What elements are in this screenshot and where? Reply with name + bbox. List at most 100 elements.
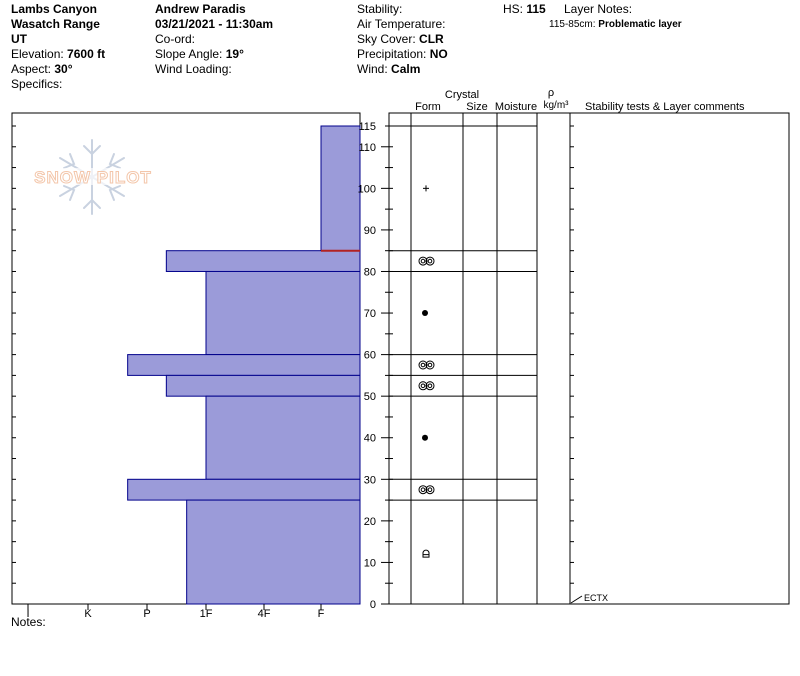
aspect-label: Aspect: <box>11 62 52 76</box>
hardness-label-4F: 4F <box>258 608 271 620</box>
melt-form-icon-right-inner <box>427 383 433 389</box>
observation-datetime: 03/21/2021 - 11:30am <box>155 17 274 31</box>
aspect-value: 30° <box>54 62 73 76</box>
location-name: Lambs Canyon <box>11 2 98 16</box>
header-location-block: Lambs Canyon Wasatch Range UT Elevation:… <box>11 2 105 92</box>
stability-label: Stability: <box>357 2 403 16</box>
melt-form-icon-right <box>425 360 435 370</box>
height-label-0: 0 <box>370 599 376 611</box>
grain-form-+-0 <box>423 185 429 192</box>
grain-form-melt-forms-6 <box>418 485 435 495</box>
hardness-layers <box>127 125 361 605</box>
elevation-row: Elevation: 7600 ft <box>11 47 105 62</box>
height-label-115: 115 <box>358 121 376 133</box>
elevation-value: 7600 ft <box>67 47 106 61</box>
ectx-label: ECTX <box>584 593 608 603</box>
rounded-grain-icon <box>422 434 428 441</box>
melt-form-icon-left <box>418 381 428 391</box>
height-label-10: 10 <box>364 557 376 569</box>
elevation-label: Elevation: <box>11 47 64 61</box>
grain-form-rounded-5 <box>422 434 428 441</box>
layer-notes-label: Layer Notes: <box>564 2 633 16</box>
melt-form-icon-left-inner <box>420 487 426 492</box>
slope-row: Slope Angle: 19° <box>155 47 273 62</box>
hs-row: HS: 115 <box>503 2 546 17</box>
layer-note-range: 115-85cm: <box>549 19 596 30</box>
layer-bar-4 <box>165 374 361 397</box>
sky-value: CLR <box>419 32 444 46</box>
wind-loading-label: Wind Loading: <box>155 62 232 76</box>
observer-name: Andrew Paradis <box>155 2 246 16</box>
precip-value: NO <box>429 47 448 61</box>
layer-bar-3 <box>127 354 361 376</box>
left-height-ticks <box>12 125 16 605</box>
aspect-row: Aspect: 30° <box>11 62 105 77</box>
coord-label: Co-ord: <box>155 32 196 46</box>
height-scale: 0 10 20 30 40 50 60 70 80 90 100 110 115 <box>358 113 390 611</box>
air-temp-label: Air Temperature: <box>357 17 446 31</box>
grain-form-rounded-2 <box>422 310 428 317</box>
range-name: Wasatch Range <box>11 17 100 31</box>
height-label-80: 80 <box>364 266 376 278</box>
layer-note: 115-85cm: Problematic layer <box>549 17 682 32</box>
wind-label: Wind: <box>357 62 388 76</box>
facet-grain-icon <box>422 549 430 558</box>
layer-bar-2 <box>205 270 361 356</box>
height-label-30: 30 <box>364 474 376 486</box>
wind-value: Calm <box>391 62 421 76</box>
height-label-70: 70 <box>364 308 376 320</box>
precip-label: Precipitation: <box>357 47 427 61</box>
slope-value: 19° <box>225 47 244 61</box>
sky-row: Sky Cover: CLR <box>357 32 448 47</box>
logo-text: SNOW PILOT <box>34 168 152 187</box>
notes-label: Notes: <box>11 615 46 629</box>
melt-form-icon-left-inner <box>420 258 426 264</box>
precip-row: Precipitation: NO <box>357 47 448 62</box>
height-label-90: 90 <box>364 225 376 237</box>
melt-form-icon-left-inner <box>420 362 426 368</box>
density-ticks <box>389 125 574 605</box>
melt-form-icon-right-inner <box>427 258 433 264</box>
layer-bar-5 <box>205 395 361 480</box>
hardness-label-K: K <box>84 608 92 620</box>
height-label-100: 100 <box>358 183 376 195</box>
melt-form-icon-right-inner <box>427 362 433 368</box>
height-label-50: 50 <box>364 391 376 403</box>
hs-label: HS: <box>503 2 524 16</box>
grain-form-melt-forms-1 <box>418 256 435 266</box>
hardness-label-F: F <box>318 608 325 620</box>
grain-form-symbols <box>418 185 435 558</box>
melt-form-icon-right <box>425 485 435 495</box>
sky-label: Sky Cover: <box>357 32 416 46</box>
hardness-label-P: P <box>143 608 150 620</box>
slope-label: Slope Angle: <box>155 47 223 61</box>
melt-form-icon-right <box>425 381 435 391</box>
stability-comments-header: Stability tests & Layer comments <box>585 101 745 113</box>
size-header: Size <box>466 101 487 113</box>
form-header: Form <box>415 101 441 113</box>
grain-form-melt-forms-3 <box>418 360 435 370</box>
rho-header: ρ <box>548 87 554 99</box>
melt-form-icon-right-inner <box>427 487 433 492</box>
height-label-40: 40 <box>364 433 376 445</box>
state-name: UT <box>11 32 27 46</box>
height-label-110: 110 <box>358 142 376 154</box>
melt-form-icon-left <box>418 256 428 266</box>
ectx-annotation: ECTX <box>570 593 608 604</box>
hardness-label-I: I <box>26 608 29 620</box>
hardness-axis: I K P 1F 4F F <box>26 604 325 620</box>
rounded-grain-icon <box>422 310 428 317</box>
grain-form-melt-forms-4 <box>418 381 435 391</box>
crystal-header: Crystal <box>445 89 479 101</box>
hardness-label-1F: 1F <box>200 608 213 620</box>
melt-form-icon-left <box>418 485 428 495</box>
header-observer-block: Andrew Paradis 03/21/2021 - 11:30am Co-o… <box>155 2 273 77</box>
height-label-60: 60 <box>364 350 376 362</box>
layer-note-text: Problematic layer <box>598 19 682 30</box>
wind-row: Wind: Calm <box>357 62 448 77</box>
density-unit-header: kg/m³ <box>544 100 570 111</box>
grain-form-facets-7 <box>422 549 430 558</box>
layer-bar-1 <box>165 250 361 272</box>
hs-value: 115 <box>526 2 546 16</box>
header-conditions-block: Stability: Air Temperature: Sky Cover: C… <box>357 2 448 77</box>
